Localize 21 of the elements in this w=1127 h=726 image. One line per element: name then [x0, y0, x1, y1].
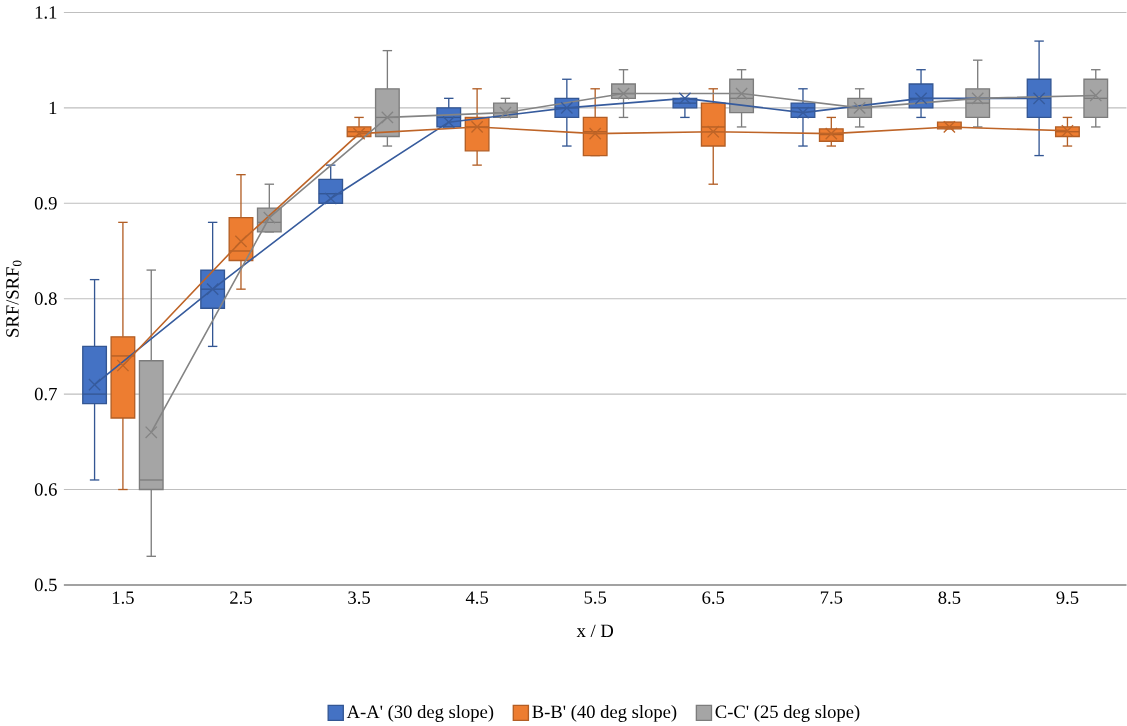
- y-tick-label: 1: [49, 101, 57, 115]
- y-tick-label: 1.1: [35, 6, 57, 19]
- x-tick-label: 4.5: [465, 591, 489, 604]
- x-tick-label: 2.5: [230, 591, 252, 604]
- y-axis-title: SRF/SRF$_{0}$: [6, 260, 22, 337]
- x-tick-label: 8.5: [938, 591, 961, 605]
- legend-label: C-C' (25 deg slope): [715, 704, 860, 722]
- legend-label: B-B' (40 deg slope): [532, 704, 677, 722]
- x-tick-label: 3.5: [348, 591, 370, 604]
- x-tick-label: 6.5: [702, 591, 725, 604]
- x-tick-label: 1.5: [112, 591, 134, 604]
- x-tick-label: 5.5: [584, 591, 607, 604]
- legend-label: A-A' (30 deg slope): [346, 704, 494, 722]
- y-tick-label: 0.5: [34, 578, 57, 592]
- x-tick-label: 7.5: [820, 591, 843, 604]
- x-tick-label: 9.5: [1056, 591, 1079, 604]
- x-axis-title: x / D: [576, 624, 614, 638]
- y-tick-label: 0.8: [34, 292, 57, 306]
- y-tick-label: 0.7: [34, 387, 57, 401]
- y-tick-label: 0.6: [34, 483, 57, 496]
- y-tick-label: 0.9: [34, 196, 57, 210]
